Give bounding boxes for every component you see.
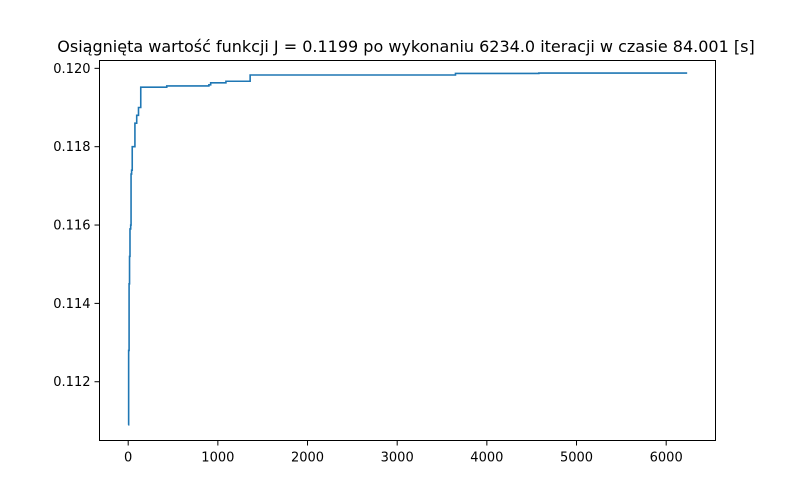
x-axis: 0 1000 2000 3000 4000 5000 6000 (124, 440, 683, 466)
x-tick-label: 5000 (560, 451, 593, 466)
y-axis: 0.112 0.114 0.116 0.118 0.120 (53, 62, 100, 390)
x-tick-label: 4000 (470, 451, 503, 466)
series-line (127, 72, 688, 426)
y-tick-label: 0.114 (53, 297, 90, 312)
x-tick-label: 3000 (381, 451, 414, 466)
plot-area (127, 72, 688, 426)
x-tick-label: 2000 (291, 451, 324, 466)
x-tick-label: 1000 (201, 451, 234, 466)
y-tick-label: 0.112 (53, 375, 90, 390)
chart-title: Osiągnięta wartość funkcji J = 0.1199 po… (57, 37, 754, 56)
y-tick-label: 0.116 (53, 219, 90, 234)
y-tick-label: 0.118 (53, 140, 90, 155)
y-tick-label: 0.120 (53, 62, 90, 77)
axes-frame (99, 60, 716, 441)
x-tick-label: 0 (124, 451, 132, 466)
x-tick-label: 6000 (650, 451, 683, 466)
